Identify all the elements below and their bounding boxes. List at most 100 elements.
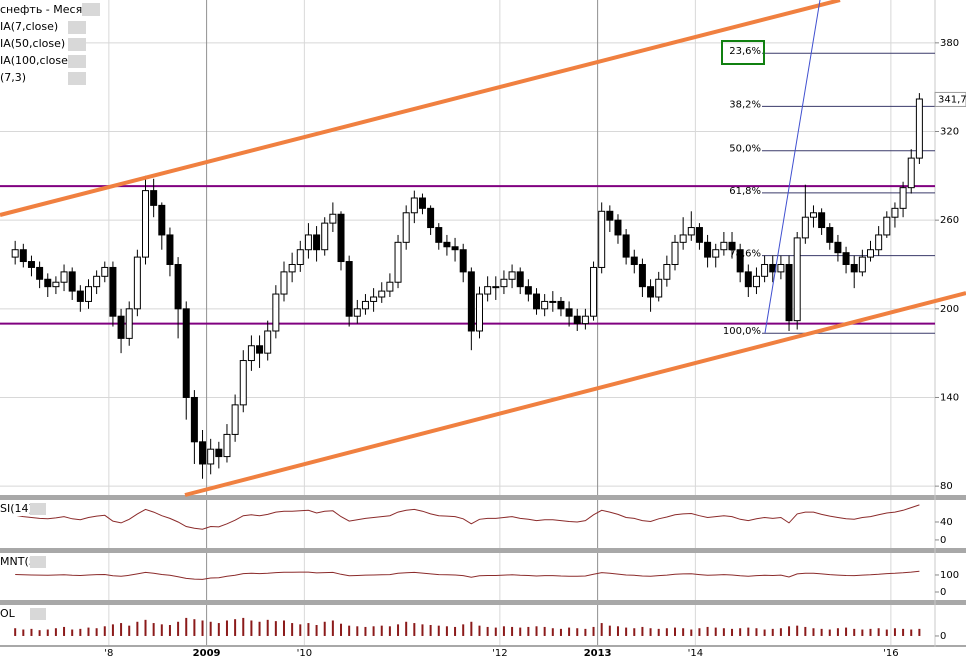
candle-body: [280, 271, 288, 295]
candle-body: [842, 252, 850, 265]
volume-bar: [14, 628, 17, 636]
volume-bar: [437, 625, 440, 636]
dropdown-button[interactable]: [82, 3, 100, 16]
candle-body: [158, 204, 166, 236]
volume-bar: [902, 628, 905, 636]
x-tick-label: '14: [688, 648, 703, 659]
legend: снефть - Месяц IA(7,close) IA(50,close) IA…: [0, 2, 100, 85]
candle-body: [899, 187, 907, 209]
volume-bar: [836, 628, 839, 636]
candle-body: [150, 190, 158, 206]
candle-body: [728, 241, 736, 251]
indicator-line: [15, 504, 920, 530]
candle-body: [199, 441, 207, 465]
candle-body: [321, 222, 329, 251]
fib-label: 100,0%: [723, 326, 761, 337]
volume-bar: [22, 629, 25, 636]
volume-bar: [242, 617, 245, 636]
volume-bar: [918, 628, 921, 636]
volume-bar: [429, 625, 432, 636]
volume-bar: [323, 621, 326, 636]
y-tick-label: 200: [940, 304, 959, 315]
candle-body: [638, 263, 646, 288]
dropdown-button[interactable]: [30, 608, 46, 620]
volume-bar: [690, 629, 693, 636]
volume-bar: [559, 628, 562, 636]
x-tick-label: '16: [883, 648, 898, 659]
volume-bar: [502, 626, 505, 636]
volume-bar: [861, 629, 864, 636]
volume-bar: [372, 626, 375, 636]
volume-bar: [885, 629, 888, 636]
candle-body: [394, 241, 402, 283]
volume-bar: [168, 625, 171, 636]
volume-bar: [706, 626, 709, 636]
candle-body: [166, 234, 174, 265]
candle-body: [435, 227, 443, 243]
volume-bar: [299, 624, 302, 636]
candle-body: [410, 197, 418, 214]
candle-body: [557, 300, 565, 310]
volume-bar: [454, 626, 457, 636]
volume-bar: [845, 627, 848, 636]
candle-body: [402, 212, 410, 243]
dropdown-button[interactable]: [68, 38, 86, 51]
dropdown-button[interactable]: [30, 556, 46, 568]
volume-bar: [779, 628, 782, 636]
candle-body: [19, 249, 27, 263]
candle-body: [223, 433, 231, 458]
candle-body: [647, 286, 655, 298]
volume-bar: [869, 628, 872, 636]
marks-layer: [0, 52, 935, 636]
candle-body: [190, 396, 198, 443]
candle-body: [264, 330, 272, 354]
volume-bar: [739, 628, 742, 636]
volume-bar: [397, 624, 400, 636]
dropdown-button[interactable]: [68, 55, 86, 68]
candle-body: [492, 286, 500, 289]
y-tick-label: 40: [940, 517, 953, 528]
candle-body: [84, 286, 92, 302]
candle-body: [142, 190, 150, 258]
candle-body: [101, 266, 109, 277]
candle-body: [744, 271, 752, 288]
candle-body: [695, 227, 703, 243]
dropdown-button[interactable]: [30, 503, 46, 515]
candle-body: [516, 271, 524, 288]
candle-body: [60, 271, 68, 283]
legend-entry: IA(100,close): [0, 54, 72, 67]
volume-bar: [307, 623, 310, 636]
volume-bar: [234, 619, 237, 636]
candle-body: [891, 207, 899, 218]
candle-body: [524, 286, 532, 295]
volume-bar: [657, 628, 660, 636]
candle-body: [801, 216, 809, 239]
indicator-line: [15, 570, 920, 580]
candle-body: [256, 345, 264, 354]
candle-body: [793, 237, 801, 322]
legend-bg: [0, 20, 86, 34]
panel-label: OL: [0, 607, 16, 620]
candle-body: [883, 216, 891, 236]
candle-body: [182, 308, 190, 398]
dropdown-button[interactable]: [68, 72, 86, 85]
candle-body: [215, 448, 223, 458]
candle-body: [44, 278, 52, 288]
volume-bar: [747, 627, 750, 636]
volume-bar: [340, 623, 343, 636]
y-tick-label: 260: [940, 215, 959, 226]
volume-bar: [511, 626, 514, 636]
volume-bar: [592, 626, 595, 636]
volume-bar: [128, 625, 131, 636]
volume-bar: [722, 628, 725, 636]
volume-bar: [470, 621, 473, 636]
volume-bar: [568, 627, 571, 636]
dropdown-button[interactable]: [68, 21, 86, 34]
volume-bar: [478, 625, 481, 636]
legend-entry: IA(7,close): [0, 20, 58, 33]
volume-bar: [600, 623, 603, 636]
candle-body: [443, 241, 451, 248]
volume-bar: [763, 629, 766, 636]
volume-bar: [291, 623, 294, 636]
candle-body: [785, 263, 793, 322]
